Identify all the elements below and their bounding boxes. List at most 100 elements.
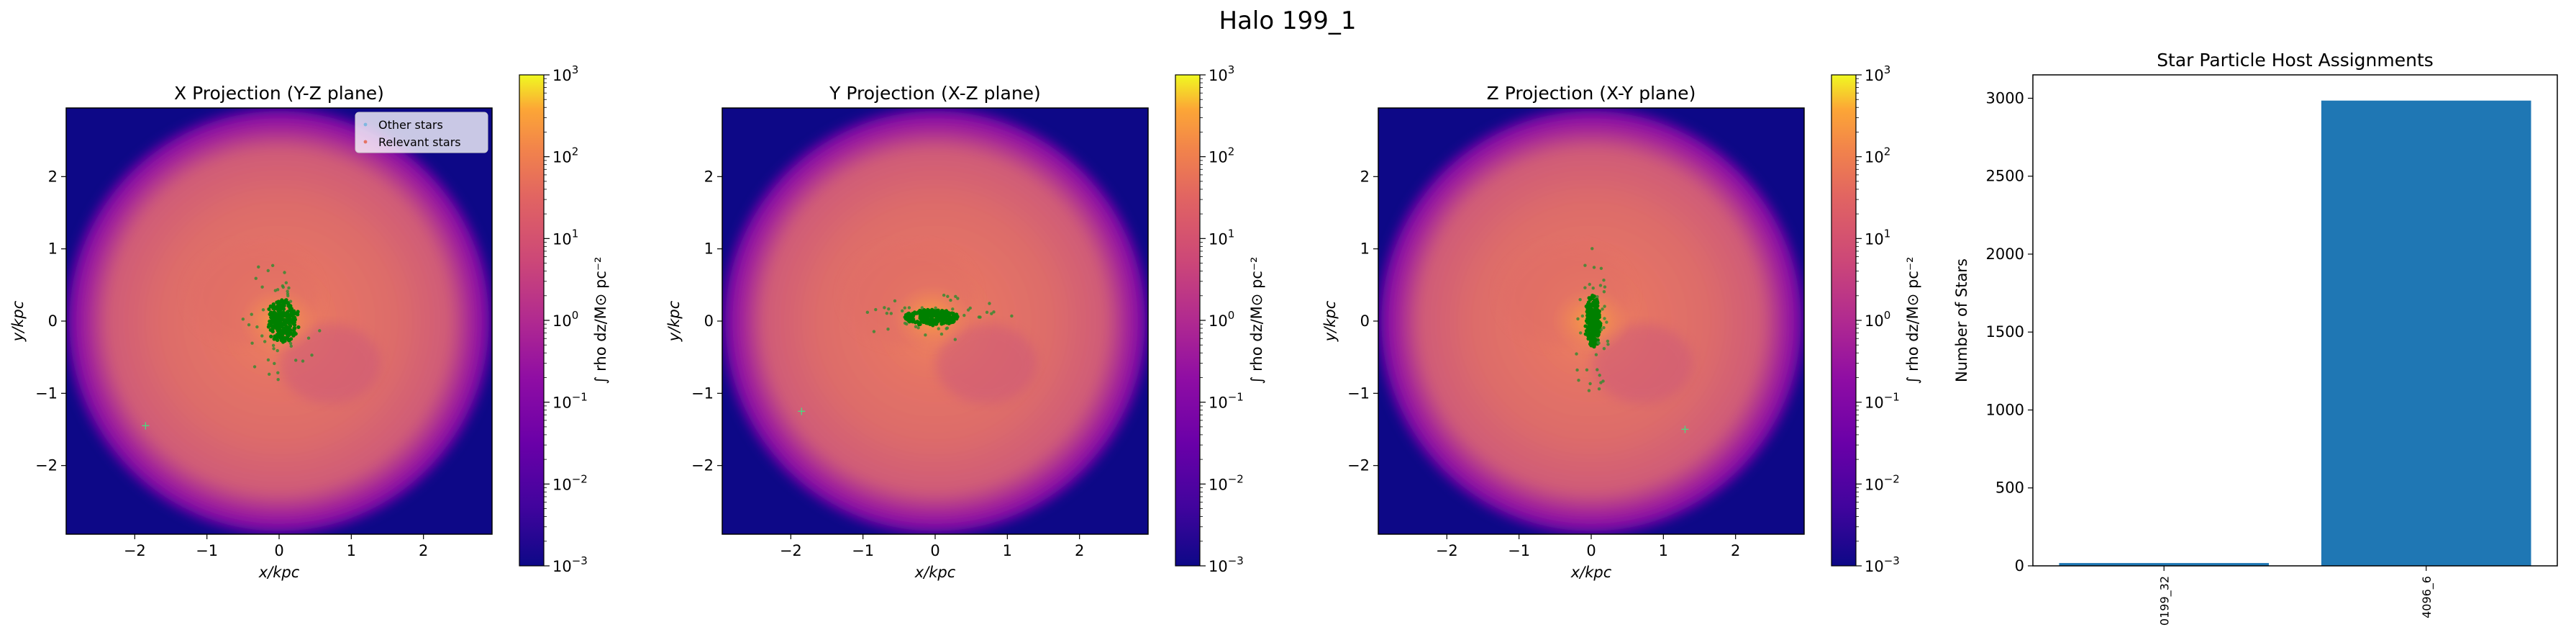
- relevant-star: [937, 327, 940, 330]
- relevant-star: [276, 328, 280, 333]
- relevant-star: [945, 326, 950, 330]
- panel-title: Z Projection (X-Y plane): [1487, 83, 1696, 104]
- relevant-star: [1596, 325, 1600, 330]
- x-tick-label: −2: [124, 542, 146, 559]
- relevant-star: [294, 359, 298, 362]
- relevant-star: [287, 317, 291, 321]
- relevant-star: [289, 344, 293, 348]
- relevant-star: [1592, 343, 1596, 348]
- relevant-star: [1588, 315, 1593, 320]
- relevant-star: [907, 306, 911, 310]
- relevant-star: [288, 341, 293, 346]
- colorbar-tick-exponent: −2: [1884, 472, 1900, 485]
- relevant-star: [250, 341, 254, 345]
- relevant-star: [1578, 297, 1582, 302]
- colorbar-tick-label: 103: [1865, 63, 1890, 84]
- relevant-star: [318, 329, 322, 333]
- relevant-star: [272, 347, 276, 351]
- relevant-star: [1590, 302, 1595, 306]
- y-axis-label: y/kpc: [1321, 300, 1339, 342]
- x-tick-label: 1: [347, 542, 356, 559]
- relevant-star: [1601, 307, 1604, 311]
- relevant-star: [288, 331, 293, 335]
- relevant-star: [266, 358, 270, 362]
- relevant-star: [950, 311, 955, 315]
- relevant-star: [1599, 381, 1603, 384]
- relevant-star: [914, 320, 918, 325]
- relevant-star: [247, 323, 251, 327]
- relevant-star: [874, 307, 878, 312]
- relevant-star: [872, 330, 876, 333]
- colorbar-tick-label: 10−2: [552, 472, 588, 493]
- relevant-star: [992, 310, 996, 314]
- colorbar-tick-label: 10−2: [1865, 472, 1900, 493]
- relevant-star: [942, 321, 946, 325]
- relevant-star: [1576, 317, 1580, 321]
- y-tick-label: −1: [35, 384, 58, 402]
- relevant-star: [1605, 320, 1608, 324]
- relevant-star: [914, 325, 918, 328]
- relevant-star: [1588, 382, 1592, 386]
- legend-marker-other: [363, 122, 368, 127]
- relevant-star: [935, 315, 939, 320]
- relevant-star: [1594, 317, 1598, 322]
- bar-category-label: 4096_6: [2420, 576, 2434, 618]
- density-image: +: [66, 108, 492, 534]
- x-tick-label: −1: [1508, 542, 1530, 559]
- relevant-star: [1010, 314, 1014, 318]
- relevant-star: [296, 312, 300, 317]
- bar-chart-title: Star Particle Host Assignments: [2157, 50, 2434, 71]
- relevant-star: [1578, 331, 1583, 335]
- x-tick-label: 2: [419, 542, 428, 559]
- y-tick-label: 0: [704, 312, 714, 330]
- relevant-star: [921, 317, 926, 321]
- relevant-star: [1603, 317, 1606, 320]
- relevant-star: [271, 343, 276, 348]
- relevant-star: [252, 365, 257, 369]
- relevant-star: [1603, 285, 1607, 289]
- relevant-star: [917, 322, 922, 326]
- colorbar-tick-label: 102: [1209, 145, 1234, 166]
- colorbar-tick-exponent: 2: [1228, 145, 1235, 158]
- relevant-star: [1593, 305, 1598, 310]
- colorbar-tick-exponent: 0: [1228, 309, 1235, 322]
- relevant-star: [296, 325, 301, 330]
- relevant-star: [272, 310, 276, 315]
- x-tick-label: 2: [1075, 542, 1084, 559]
- bar-y-tick-label: 3000: [1986, 89, 2024, 107]
- relevant-star: [924, 316, 929, 321]
- colorbar-tick-label: 101: [1865, 227, 1890, 248]
- density-image: +: [722, 108, 1148, 534]
- bar-y-tick-label: 1500: [1986, 323, 2024, 341]
- y-tick-label: 1: [48, 240, 58, 258]
- relevant-star: [277, 312, 281, 317]
- relevant-star: [1583, 286, 1587, 289]
- relevant-star: [953, 338, 957, 341]
- relevant-star: [1606, 343, 1610, 346]
- bar-y-tick-label: 0: [2015, 557, 2024, 574]
- bar-axes-frame: [2032, 74, 2558, 567]
- relevant-star: [267, 307, 271, 312]
- relevant-star: [954, 294, 957, 299]
- panel-title: Y Projection (X-Z plane): [829, 83, 1041, 104]
- figure-suptitle: Halo 199_1: [1219, 6, 1357, 35]
- colorbar-label: ∫ rho dz/M⊙ pc⁻²: [592, 257, 609, 384]
- other-star-marker: +: [797, 404, 806, 418]
- bar-y-axis-label: Number of Stars: [1953, 258, 1970, 382]
- y-axis-label: y/kpc: [9, 300, 27, 342]
- relevant-star: [1599, 328, 1603, 332]
- density-image: +: [1378, 108, 1804, 534]
- colorbar-tick-exponent: 0: [1884, 309, 1891, 322]
- y-tick-label: 1: [704, 240, 714, 258]
- relevant-star: [947, 315, 952, 319]
- x-tick-label: 0: [930, 542, 939, 559]
- x-tick-label: 2: [1731, 542, 1740, 559]
- colorbar-tick-exponent: 1: [1884, 227, 1891, 240]
- relevant-star: [951, 307, 955, 311]
- relevant-star: [945, 310, 950, 315]
- colorbar-tick-label: 103: [552, 63, 578, 84]
- colorbar-tick-exponent: −3: [1884, 554, 1900, 567]
- x-tick-label: 0: [274, 542, 283, 559]
